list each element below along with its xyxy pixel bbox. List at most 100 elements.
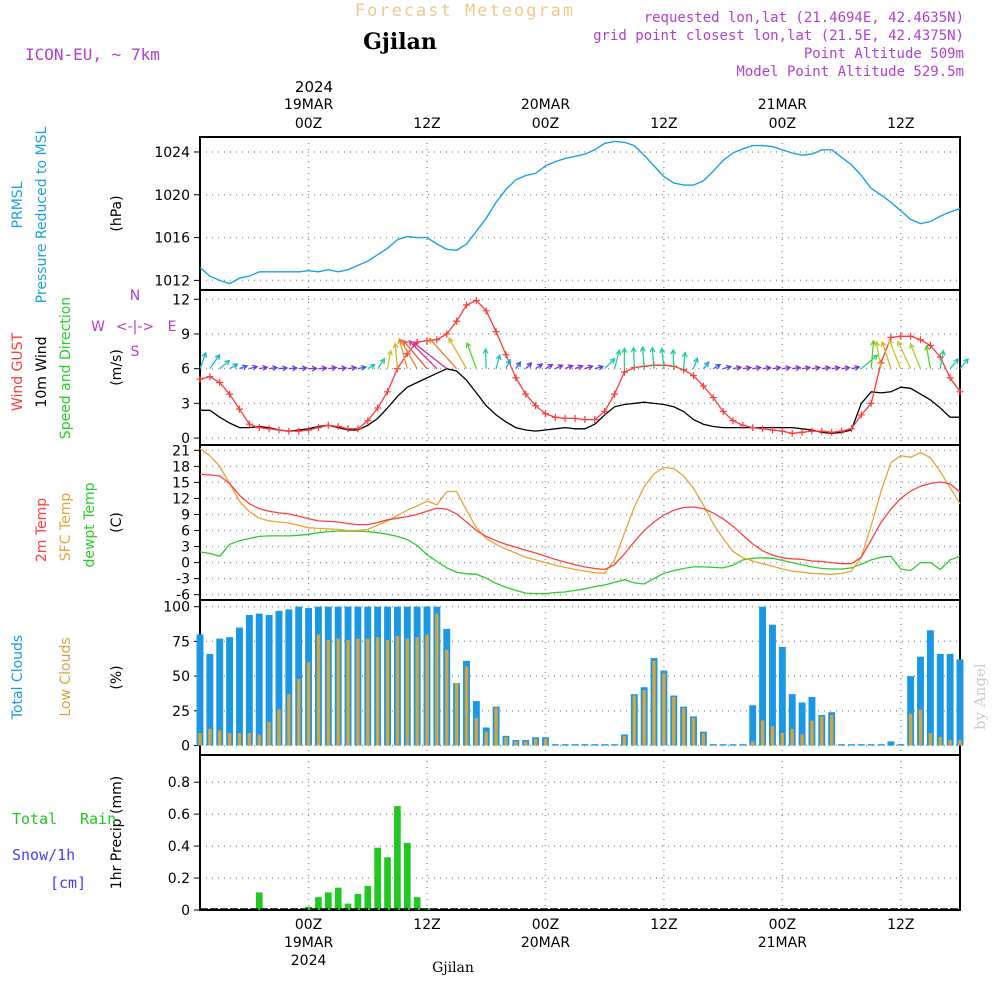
wind-direction-arrow (564, 364, 574, 370)
low-cloud-bar (662, 673, 666, 746)
wind-gust-marker (226, 390, 234, 398)
wind-direction-arrow (681, 351, 688, 369)
wind-direction-arrow (545, 363, 554, 370)
compass-north: N (130, 288, 140, 304)
wind-direction-arrow (772, 365, 782, 372)
total-cloud-bar (877, 744, 885, 746)
unit-label: (m/s) (109, 349, 125, 386)
wind-gust-marker (749, 424, 757, 432)
panel-frame (199, 754, 961, 911)
y-tick-label: -6 (176, 588, 190, 604)
wind-gust-marker (433, 336, 441, 344)
total-cloud-bar (936, 653, 944, 746)
precip-cm-label: [cm] (50, 874, 86, 892)
wind-direction-arrow (630, 346, 637, 369)
wind-gust-marker (788, 429, 796, 437)
wind-gust-marker (354, 425, 362, 433)
meteogram-title: Forecast Meteogram (355, 1, 575, 21)
wind-direction-arrow (357, 364, 368, 371)
unit-label: (hPa) (109, 195, 125, 231)
y-tick-label: 0.2 (168, 871, 190, 887)
total-cloud-bar (216, 638, 224, 746)
wind-direction-arrow (722, 364, 733, 371)
wind-gust-marker (719, 407, 727, 415)
wind-direction-arrow (811, 365, 822, 372)
low-cloud-bar (830, 715, 834, 746)
time-label-top: 20MAR (521, 97, 570, 113)
low-cloud-bar (760, 720, 765, 746)
wind-gust-marker (334, 422, 342, 430)
model-altitude: Model Point Altitude 529.5m (736, 64, 964, 80)
low-cloud-bar (366, 638, 370, 746)
surface-temp-line (199, 448, 961, 575)
low-cloud-bar (790, 728, 794, 746)
total-cloud-bar (206, 653, 214, 746)
y-tick-label: 1024 (154, 145, 190, 161)
time-label-bottom: 2024 (291, 953, 327, 969)
low-cloud-bar (247, 733, 252, 746)
low-cloud-bar (297, 678, 301, 746)
low-cloud-bar (938, 737, 942, 746)
low-cloud-bar (928, 733, 933, 746)
wind-direction-arrow (402, 339, 428, 370)
y-tick-label: 0 (181, 431, 190, 447)
y-tick-label: 6 (181, 524, 190, 540)
time-label-bottom: 20MAR (521, 935, 570, 951)
wind-gust-marker (917, 336, 925, 344)
y-tick-label: 12 (172, 292, 190, 308)
time-label-bottom: 00Z (769, 917, 796, 933)
wind-gust-marker (285, 427, 293, 435)
wind-direction-arrow (659, 347, 666, 369)
precip-bar (305, 906, 312, 910)
wind-gust-marker (897, 332, 905, 340)
low-cloud-bar (227, 733, 232, 746)
total-cloud-bar (788, 694, 796, 746)
wind-direction-arrow (860, 354, 879, 370)
wind-gust-marker (295, 427, 303, 435)
wind-direction-arrow (613, 349, 622, 369)
total-cloud-bar (946, 653, 954, 746)
total-cloud-bar (769, 624, 776, 746)
wind-direction-arrow (555, 364, 564, 370)
low-cloud-bar (287, 694, 291, 746)
y-tick-label: 0 (181, 903, 190, 919)
wind-direction-arrow (639, 345, 646, 369)
wind-gust-marker (759, 425, 767, 433)
wind-gust-marker (384, 388, 392, 396)
wind-direction-arrow (347, 365, 358, 372)
location-title: Gjilan (363, 29, 437, 55)
wind-direction-arrow (525, 362, 533, 370)
pressure-label-long: Pressure Reduced to MSL (34, 126, 50, 303)
wind-gust-marker (729, 417, 737, 425)
unit-label: (%) (109, 665, 125, 689)
y-tick-label: 75 (172, 634, 190, 650)
wind-gust-marker (561, 414, 569, 422)
low-cloud-bar (908, 713, 913, 746)
time-label-top: 19MAR (284, 97, 333, 113)
wind-direction-arrow (874, 340, 882, 369)
wind-gust-marker (413, 338, 421, 346)
wind-gust-marker (541, 410, 549, 418)
wind-direction-arrow (939, 349, 946, 369)
total-cloud-bar (611, 744, 618, 746)
wind-direction-arrow (377, 357, 386, 370)
y-tick-label: 50 (172, 669, 190, 685)
y-tick-label: 1020 (154, 188, 190, 204)
low-clouds-label: Low Clouds (58, 637, 74, 716)
precip-bar (384, 857, 391, 910)
wind-direction-arrow (199, 351, 208, 369)
watermark: by Angel (971, 663, 989, 730)
wind-gust-marker (512, 374, 520, 382)
y-tick-label: 3 (181, 540, 190, 556)
compass-arrows: <-|-> (116, 319, 154, 335)
wind-gust-marker (551, 413, 559, 421)
wind-gust-marker (305, 426, 313, 434)
total-cloud-bar (709, 744, 717, 746)
precip-bar (413, 897, 421, 910)
low-cloud-bar (494, 708, 498, 746)
y-tick-label: 0 (181, 739, 190, 755)
wind-direction-arrow (465, 341, 477, 369)
precip-bar (354, 894, 362, 910)
y-tick-label: 100 (163, 600, 190, 616)
